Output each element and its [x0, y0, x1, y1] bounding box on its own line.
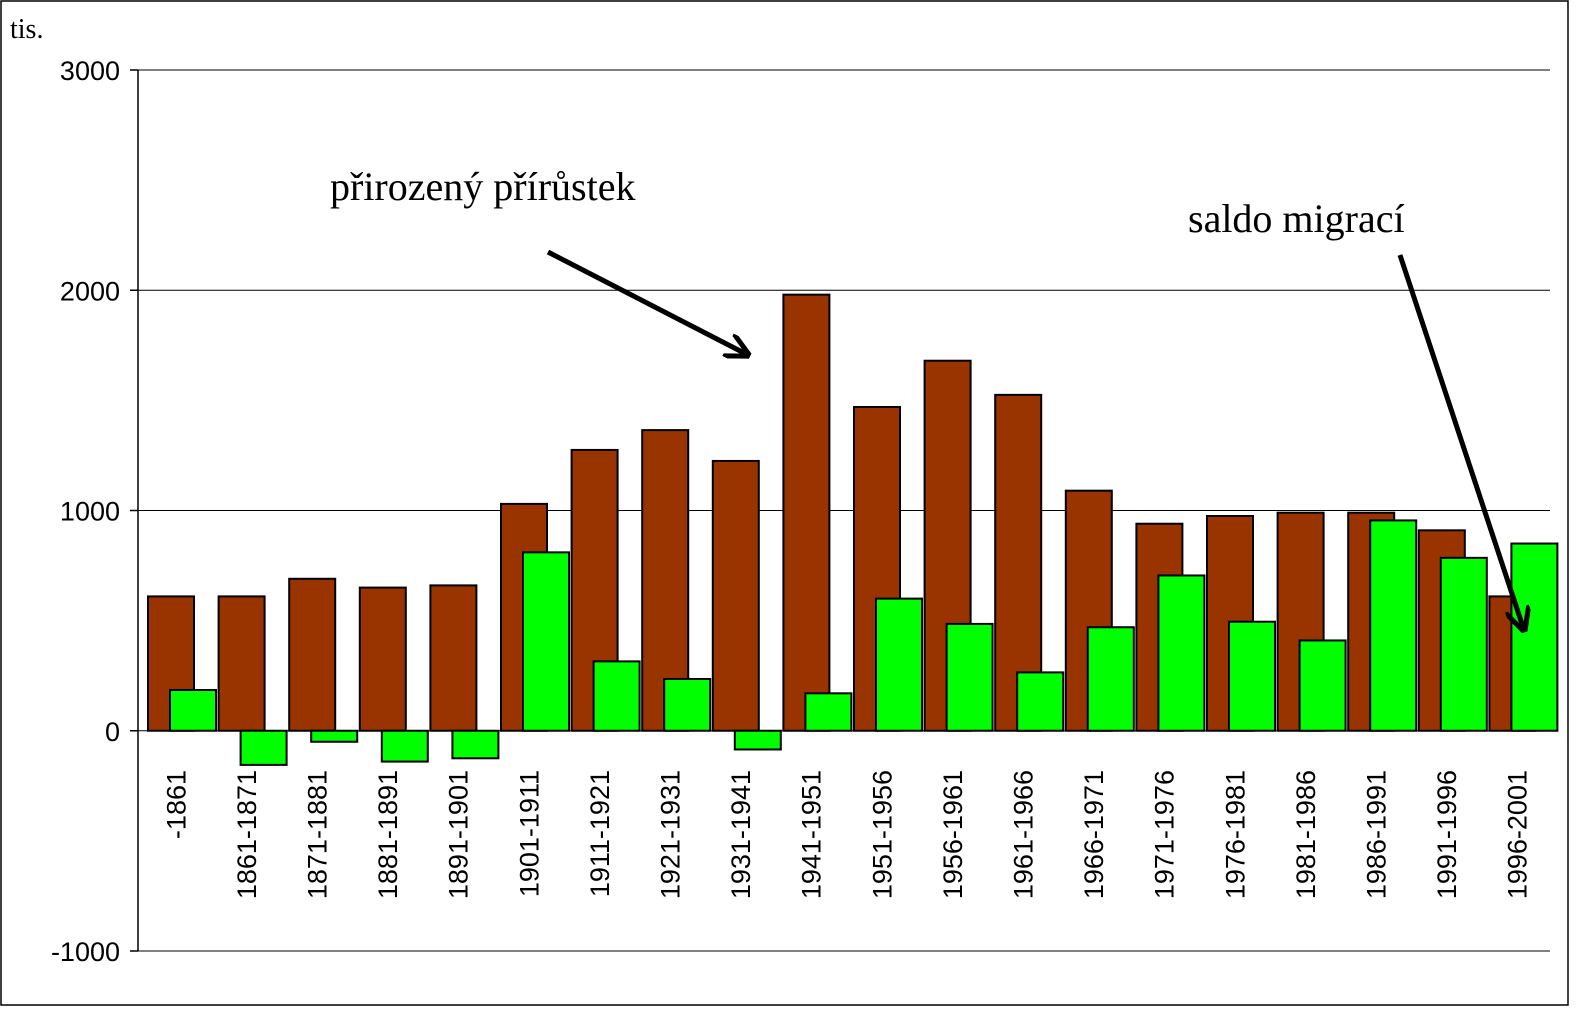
bar	[1086, 626, 1135, 732]
bar	[1157, 574, 1206, 732]
x-tick-label: 1996-2001	[1503, 770, 1533, 899]
bar	[945, 622, 994, 732]
bar	[711, 459, 760, 732]
x-tick-label: 1976-1981	[1220, 770, 1250, 899]
bar	[239, 729, 288, 766]
arrow	[546, 249, 748, 355]
bar	[592, 660, 641, 732]
annotation: saldo migrací	[1188, 196, 1405, 241]
bar	[358, 586, 407, 732]
bar	[804, 692, 853, 732]
y-tick-label: 2000	[60, 276, 120, 306]
x-tick-label: 1901-1911	[514, 770, 544, 897]
x-tick-label: 1921-1931	[656, 770, 686, 899]
x-tick-label: -1861	[161, 770, 191, 839]
y-axis-label: tis.	[10, 14, 43, 45]
bar	[733, 729, 782, 751]
y-tick-label: 0	[105, 717, 120, 747]
x-tick-label: 1956-1961	[938, 770, 968, 899]
bar	[663, 677, 712, 732]
x-tick-label: 1931-1941	[726, 770, 756, 899]
y-tick-label: 1000	[60, 497, 120, 527]
x-tick-label: 1941-1951	[797, 770, 827, 899]
x-tick-label: 1966-1971	[1079, 770, 1109, 899]
bar	[380, 729, 429, 763]
bar	[1510, 542, 1559, 732]
bar	[1298, 639, 1347, 732]
bar	[875, 597, 923, 732]
bar	[522, 551, 570, 732]
bars	[147, 293, 1559, 766]
x-tick-label: 1861-1871	[232, 770, 262, 899]
x-tick-label: 1961-1966	[1009, 770, 1039, 899]
bar	[1369, 519, 1418, 732]
bar	[1228, 620, 1276, 732]
annotation: přirozený přírůstek	[330, 164, 635, 209]
x-tick-label: 1881-1891	[373, 770, 403, 899]
bar	[1439, 556, 1488, 732]
x-tick-label: 1951-1956	[867, 770, 897, 899]
x-tick-label: 1891-1901	[444, 770, 474, 899]
bar	[429, 584, 478, 732]
x-tick-label: 1971-1976	[1150, 770, 1180, 899]
bar	[217, 595, 266, 732]
arrow	[1397, 254, 1524, 630]
y-tick-label: -1000	[51, 937, 120, 967]
bar	[451, 729, 500, 760]
bar	[169, 689, 217, 732]
y-tick-label: 3000	[60, 56, 120, 86]
bar	[1016, 671, 1065, 732]
x-tick-label: 1981-1986	[1291, 770, 1321, 899]
x-tick-label: 1986-1991	[1362, 770, 1392, 899]
bar	[288, 577, 337, 732]
x-tick-label: 1911-1921	[585, 770, 615, 897]
bar	[310, 729, 359, 743]
x-tick-label: 1991-1996	[1432, 770, 1462, 899]
x-tick-label: 1871-1881	[303, 770, 333, 899]
bar	[782, 293, 831, 732]
